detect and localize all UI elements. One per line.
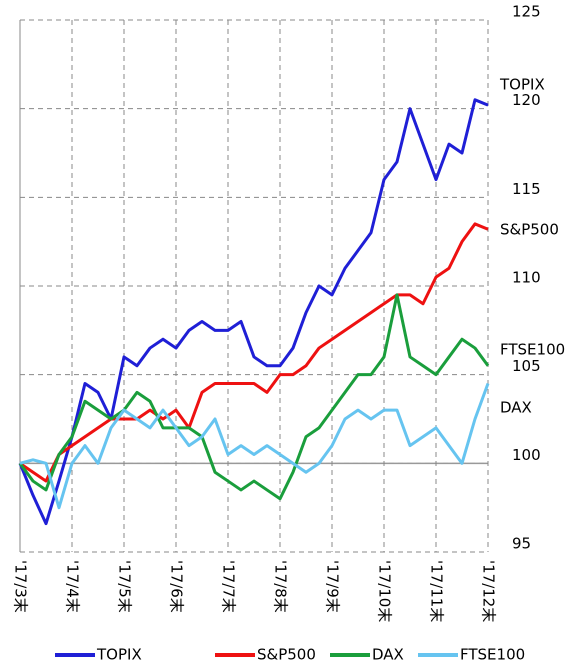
series-label: S&P500 [500,221,559,239]
x-tick-label: '17/3末 [12,560,30,613]
x-tick-label: '17/10末 [376,560,394,622]
x-tick-label: '17/7末 [220,560,238,613]
y-tick-label: 120 [512,91,541,109]
legend-label: S&P500 [257,646,316,664]
series-line [18,98,489,526]
x-tick-label: '17/4末 [64,560,82,613]
series-line [18,293,490,501]
y-tick-label: 105 [512,357,541,375]
x-tick-label: '17/5末 [116,560,134,613]
x-tick-label: '17/11末 [428,560,446,622]
series-line [19,222,489,483]
x-tick-label: '17/8末 [272,560,290,613]
x-tick-label: '17/12末 [480,560,498,622]
y-tick-label: 125 [512,3,541,21]
y-tick-label: 100 [512,446,541,464]
series-label: FTSE100 [500,341,565,359]
legend-label: DAX [372,646,404,664]
y-tick-label: 110 [512,269,541,287]
series-label: DAX [500,399,532,417]
x-tick-label: '17/9末 [324,560,342,613]
series-line [19,383,490,510]
legend-label: FTSE100 [460,646,525,664]
y-tick-label: 115 [512,180,541,198]
series-label: TOPIX [499,76,545,94]
x-tick-label: '17/6末 [168,560,186,613]
y-tick-label: 95 [512,535,531,553]
legend-label: TOPIX [96,646,142,664]
